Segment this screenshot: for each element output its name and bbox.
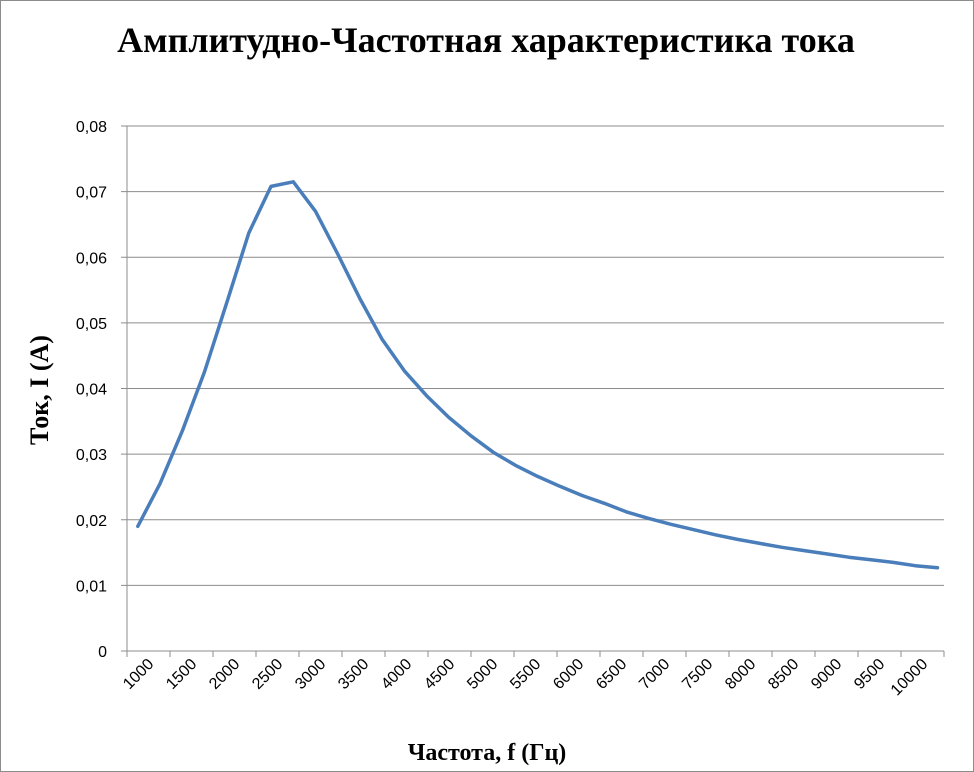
x-tick-label: 5000 xyxy=(464,656,501,693)
x-axis-label: Частота, f (Гц) xyxy=(407,740,567,766)
y-tick-label: 0 xyxy=(98,644,107,661)
x-tick-labels: 1000 1500 2000 2500 3000 3500 4000 4500 5000 5500… xyxy=(120,656,931,700)
series-line xyxy=(136,180,940,570)
y-tick-label: 0,08 xyxy=(76,119,107,136)
chart-title: Амплитудно-Частотная характеристика тока xyxy=(117,20,855,60)
x-tick-label: 6500 xyxy=(593,656,630,693)
y-tick-label: 0,06 xyxy=(76,250,107,267)
y-tick-label: 0,05 xyxy=(76,316,107,333)
axes xyxy=(126,126,945,657)
x-tick-label: 8000 xyxy=(722,656,759,693)
x-tick-label: 9500 xyxy=(851,656,888,693)
y-axis-label: Ток, I (A) xyxy=(25,335,54,445)
x-tick-label: 1000 xyxy=(120,656,157,693)
y-tick-label: 0,01 xyxy=(76,578,107,595)
y-tick-label: 0,02 xyxy=(76,513,107,530)
x-tick-label: 9000 xyxy=(808,656,845,693)
x-tick-label: 7500 xyxy=(679,656,716,693)
x-tick-label: 1500 xyxy=(163,656,200,693)
y-tick-label: 0,07 xyxy=(76,185,107,202)
y-tick-labels: 0 0,01 0,02 0,03 0,04 0,05 0,06 0,07 0,08 xyxy=(76,119,107,661)
y-tick-label: 0,04 xyxy=(76,382,107,399)
x-tick-label: 5500 xyxy=(507,656,544,693)
y-tick-label: 0,03 xyxy=(76,447,107,464)
x-tick-label: 10000 xyxy=(888,656,932,700)
gridlines xyxy=(121,125,944,652)
x-tick-label: 3500 xyxy=(335,656,372,693)
x-tick-label: 3000 xyxy=(292,656,329,693)
x-tick-label: 2500 xyxy=(249,656,286,693)
x-tick-label: 6000 xyxy=(550,656,587,693)
x-tick-label: 2000 xyxy=(206,656,243,693)
x-tick-label: 4500 xyxy=(421,656,458,693)
series-group xyxy=(136,180,940,570)
x-tick-label: 4000 xyxy=(378,656,415,693)
x-tick-label: 8500 xyxy=(765,656,802,693)
x-tick-label: 7000 xyxy=(636,656,673,693)
